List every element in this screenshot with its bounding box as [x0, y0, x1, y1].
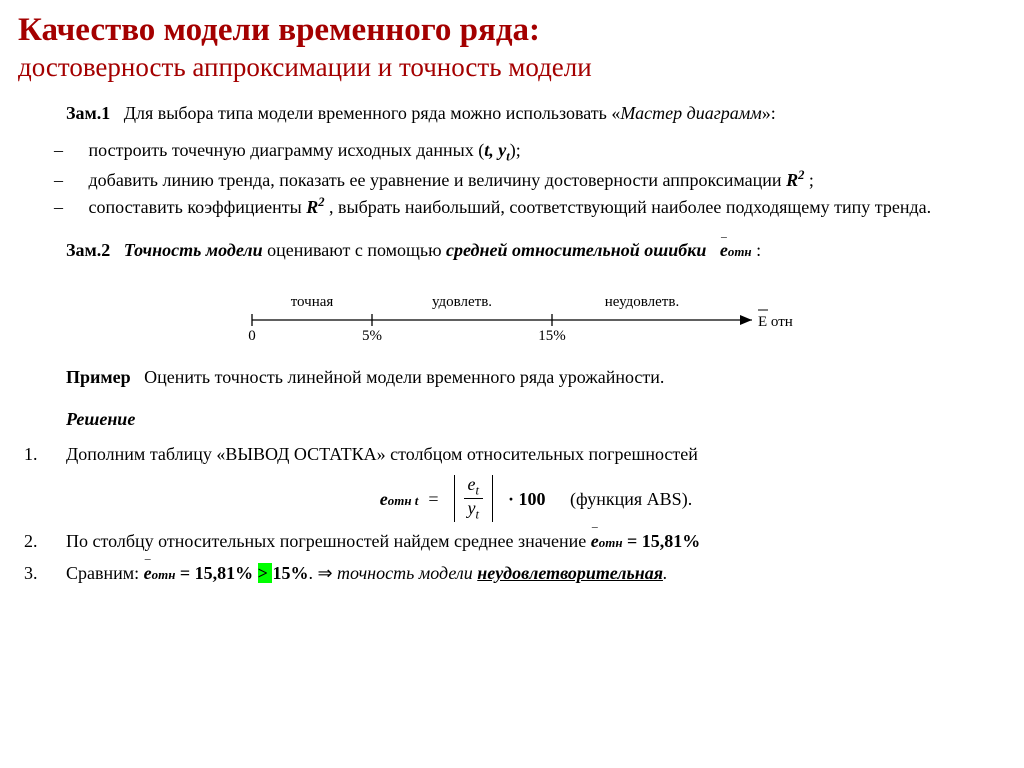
zam2-paragraph: Зам.2 Точность модели оценивают с помощь… [66, 238, 1006, 262]
number-line-svg: 0 5% 15% точная удовлетв. неудовлетв. Е отн [222, 275, 802, 347]
example-paragraph: Пример Оценить точность линейной модели … [66, 365, 1006, 389]
zam1-paragraph: Зам.1 Для выбора типа модели временного … [66, 101, 1006, 125]
e-otn-symbol: –e [720, 238, 728, 262]
svg-text:5%: 5% [362, 328, 382, 344]
slide-subtitle: достоверность аппроксимации и точность м… [18, 52, 1006, 83]
svg-text:удовлетв.: удовлетв. [432, 294, 492, 310]
accuracy-number-line: 0 5% 15% точная удовлетв. неудовлетв. Е отн [18, 275, 1006, 347]
svg-text:точная: точная [291, 294, 334, 310]
zam1-italic: Мастер диаграмм [620, 103, 761, 123]
svg-text:Е отн: Е отн [758, 314, 793, 330]
example-label: Пример [66, 367, 131, 387]
bullet-2: добавить линию тренда, показать ее уравн… [36, 166, 1006, 193]
svg-text:неудовлетв.: неудовлетв. [605, 294, 679, 310]
zam1-label: Зам.1 [66, 103, 110, 123]
bullet-list: построить точечную диаграмму исходных да… [18, 137, 1006, 220]
bullet-1: построить точечную диаграмму исходных да… [36, 137, 1006, 166]
step-3: Сравним: –eотн = 15,81% > 15%. ⇒ точност… [18, 560, 1006, 586]
svg-text:0: 0 [248, 328, 256, 344]
highlight-gt: > [258, 563, 273, 583]
steps-list: Дополним таблицу «ВЫВОД ОСТАТКА» столбцо… [18, 441, 1006, 586]
abs-bracket: et yt [449, 475, 499, 522]
step-2: По столбцу относительных погрешностей на… [18, 528, 1006, 554]
step-1: Дополним таблицу «ВЫВОД ОСТАТКА» столбцо… [18, 441, 1006, 522]
zam2-label: Зам.2 [66, 240, 110, 260]
bullet-3: сопоставить коэффициенты R2 , выбрать на… [36, 193, 1006, 220]
zam1-lead: Для выбора типа модели временного ряда м… [124, 103, 621, 123]
solution-label-row: Решение [66, 407, 1006, 431]
formula-eotn: eотн t = et yt · 100 (функция ABS). [66, 475, 1006, 522]
solution-label: Решение [66, 409, 135, 429]
svg-text:15%: 15% [538, 328, 566, 344]
zam1-close: »: [762, 103, 776, 123]
slide-title: Качество модели временного ряда: [18, 12, 1006, 50]
